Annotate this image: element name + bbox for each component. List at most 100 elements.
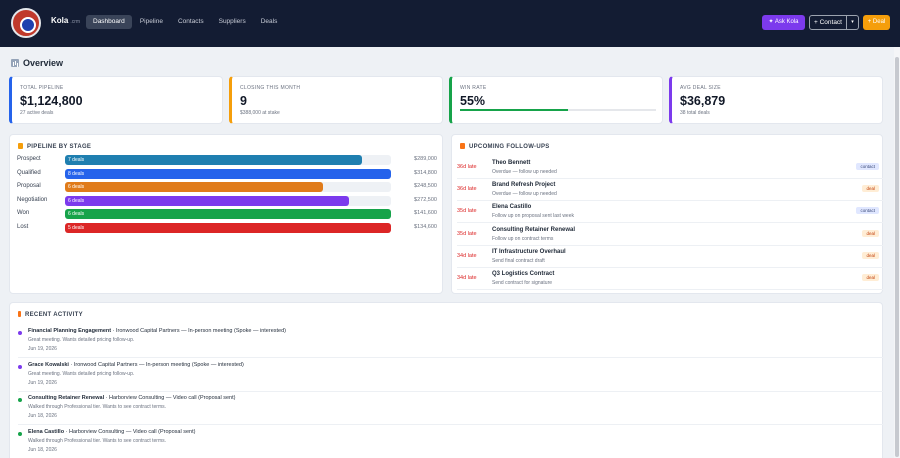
activity-item[interactable]: Grace Kowalski · Ironwood Capital Partne… (18, 361, 884, 392)
stage-row[interactable]: Won 6 deals $141,600 (17, 209, 437, 220)
activity-note: Walked through Professional tier. Wants … (28, 404, 167, 410)
nav-contacts[interactable]: Contacts (177, 18, 204, 25)
stage-label: Prospect (17, 156, 41, 162)
stage-bar[interactable]: 6 deals (65, 182, 323, 193)
stage-amount: $272,500 (414, 196, 437, 203)
stage-track: 6 deals (65, 195, 391, 206)
ask-kola-button[interactable]: ✦ Ask Kola (762, 15, 805, 30)
nav-suppliers[interactable]: Suppliers (218, 18, 246, 25)
stage-bar[interactable]: 6 deals (65, 195, 349, 206)
followup-type-badge: deal (862, 229, 879, 237)
activity-summary: Financial Planning Engagement · Ironwood… (28, 328, 286, 334)
activity-subject[interactable]: Elena Castillo (28, 428, 65, 435)
nav-pipeline[interactable]: Pipeline (139, 18, 163, 25)
win-rate-progress-bar (460, 109, 656, 111)
followup-item[interactable]: 35d late Elena Castillo Follow up on propo… (457, 201, 883, 224)
nav-dashboard[interactable]: Dashboard (86, 15, 132, 29)
stage-track: 7 deals (65, 155, 391, 165)
kpi-subtext: 38 total deals (680, 110, 710, 116)
followup-item[interactable]: 35d late Consulting Retainer Renewal Follo… (457, 224, 883, 246)
add-deal-button[interactable]: + Deal (863, 15, 890, 30)
activity-item[interactable]: Elena Castillo · Harborview Consulting —… (18, 428, 884, 458)
add-menu-chevron-down-icon[interactable]: ▾ (847, 15, 859, 30)
followup-note: Send final contract draft (492, 257, 545, 264)
followup-name[interactable]: Theo Bennett (492, 160, 531, 166)
activity-detail: · Harborview Consulting — Video call (Pr… (104, 395, 236, 401)
followup-note: Overdue — follow up needed (492, 191, 557, 198)
activity-note: Great meeting. Wants detailed pricing fo… (28, 370, 135, 377)
stage-bar[interactable]: 7 deals (65, 155, 362, 165)
kpi-label: Closing This Month (240, 85, 301, 91)
activity-detail: · Ironwood Capital Partners — In-person … (111, 328, 286, 334)
kpi-card-total-pipeline: Total Pipeline $1,124,800 27 active deal… (9, 76, 223, 124)
stage-bar[interactable]: 8 deals (65, 168, 391, 179)
kpi-card-closing-this-month: Closing This Month 9 $388,000 at stake (229, 76, 443, 124)
followup-item[interactable]: 34d late IT Infrastructure Overhaul Send f… (457, 246, 883, 268)
panel-title: Recent Activity (18, 311, 83, 318)
activity-dot-icon (18, 331, 22, 335)
stage-row[interactable]: Lost 5 deals $134,600 (17, 223, 437, 233)
stage-amount: $248,500 (414, 183, 437, 190)
stage-amount: $289,000 (414, 156, 437, 162)
followup-item[interactable]: 36d late Brand Refresh Project Overdue — f… (457, 179, 883, 202)
stage-row[interactable]: Negotiation 6 deals $272,500 (17, 195, 437, 206)
overdue-label: 35d late (457, 208, 477, 215)
followup-note: Send contract for signature (492, 280, 553, 286)
followup-item[interactable]: 34d late Q3 Logistics Contract Send contra… (457, 268, 883, 290)
stage-row[interactable]: Qualified 8 deals $314,800 (17, 168, 437, 179)
followup-name[interactable]: Elena Castillo (492, 204, 532, 211)
followup-name[interactable]: Q3 Logistics Contract (492, 271, 555, 277)
stage-row[interactable]: Prospect 7 deals $289,000 (17, 155, 437, 165)
panel-title: Upcoming Follow-ups (460, 143, 550, 150)
activity-item[interactable]: Consulting Retainer Renewal · Harborview… (18, 394, 884, 425)
stage-label: Won (17, 210, 30, 217)
main-nav: Dashboard Pipeline Contacts Suppliers De… (86, 15, 285, 29)
kpi-subtext: 27 active deals (20, 110, 54, 116)
scrollbar-thumb[interactable] (895, 57, 899, 457)
activity-summary: Consulting Retainer Renewal · Harborview… (28, 395, 235, 401)
activity-detail: · Ironwood Capital Partners — In-person … (68, 361, 244, 368)
top-navigation-bar: Kola .crm Dashboard Pipeline Contacts Sup… (0, 0, 900, 47)
kpi-value: 9 (240, 94, 247, 108)
page-scrollbar[interactable] (894, 47, 900, 458)
followup-name[interactable]: Consulting Retainer Renewal (492, 226, 576, 233)
activity-subject[interactable]: Consulting Retainer Renewal (28, 395, 105, 401)
activity-date: Jun 19, 2026 (28, 346, 57, 352)
stage-label: Negotiation (17, 196, 48, 203)
stage-amount: $314,800 (414, 169, 437, 176)
win-rate-progress-fill (460, 109, 568, 111)
kola-logo-icon[interactable] (11, 8, 41, 38)
stage-row[interactable]: Proposal 6 deals $248,500 (17, 182, 437, 193)
stage-bar[interactable]: 6 deals (65, 209, 391, 220)
followup-type-badge: deal (862, 251, 879, 259)
panel-title: Pipeline by Stage (18, 143, 91, 150)
pipeline-icon (18, 143, 23, 149)
activity-subject[interactable]: Financial Planning Engagement (28, 328, 112, 334)
followup-type-badge: contact (856, 207, 879, 215)
followup-item[interactable]: 36d late Theo Bennett Overdue — follow up … (457, 157, 883, 179)
activity-dot-icon (18, 364, 22, 369)
activity-date: Jun 18, 2026 (28, 446, 57, 453)
activity-subject[interactable]: Grace Kowalski (28, 361, 69, 368)
kpi-value: 55% (460, 94, 486, 108)
activity-dot-icon (18, 398, 22, 402)
nav-deals[interactable]: Deals (260, 18, 278, 25)
stage-amount: $141,600 (414, 210, 437, 217)
stage-bar[interactable]: 5 deals (65, 223, 391, 233)
stage-amount: $134,600 (414, 224, 437, 230)
followup-name[interactable]: Brand Refresh Project (492, 182, 556, 189)
activity-item[interactable]: Financial Planning Engagement · Ironwood… (18, 327, 884, 358)
brand-name[interactable]: Kola .crm (51, 16, 81, 25)
activity-date: Jun 19, 2026 (28, 379, 57, 386)
followup-type-badge: deal (862, 185, 879, 193)
stage-track: 6 deals (65, 209, 391, 220)
stage-track: 6 deals (65, 182, 391, 193)
stage-track: 8 deals (65, 168, 391, 179)
followup-name[interactable]: IT Infrastructure Overhaul (492, 248, 566, 255)
kpi-card-win-rate: Win Rate 55% (449, 76, 663, 124)
add-contact-button[interactable]: + Contact (809, 15, 847, 30)
kpi-card-avg-deal-size: Avg Deal Size $36,879 38 total deals (669, 76, 883, 124)
kpi-label: Win Rate (460, 85, 487, 91)
pipeline-by-stage-panel: Pipeline by Stage Prospect 7 deals $289,00… (9, 134, 443, 294)
followup-note: Follow up on contract terms (492, 235, 554, 242)
